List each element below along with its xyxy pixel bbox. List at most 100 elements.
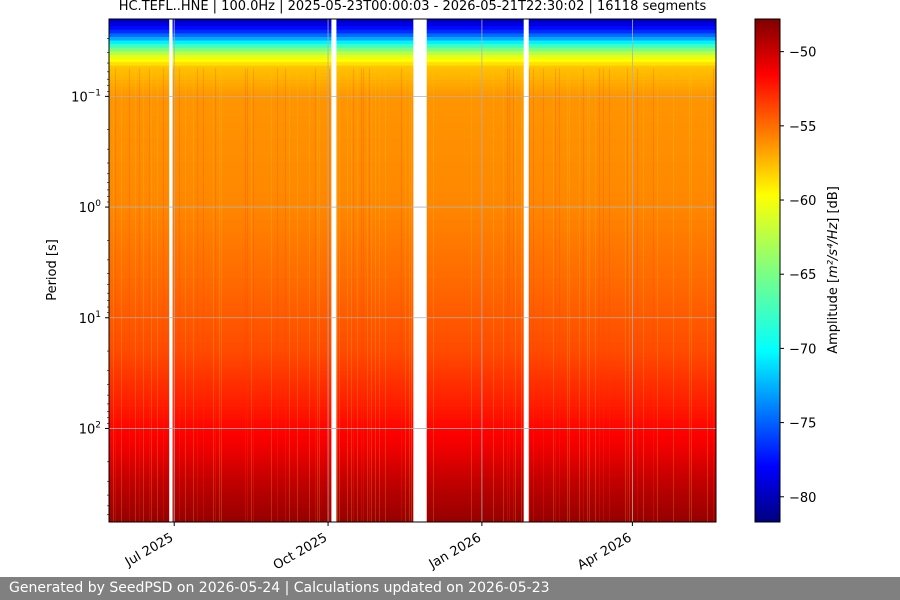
streak	[219, 68, 220, 522]
amplitude-band	[109, 464, 716, 469]
amplitude-band	[109, 195, 716, 200]
streak	[221, 68, 222, 522]
chart-title: HC.TEFL..HNE | 100.0Hz | 2025-05-23T00:0…	[118, 0, 707, 14]
amplitude-band	[109, 327, 716, 333]
colorbar-tick-label: −65	[789, 268, 816, 283]
amplitude-band	[109, 141, 716, 146]
streak	[289, 68, 290, 522]
streak	[503, 68, 504, 522]
amplitude-band	[109, 374, 716, 379]
amplitude-band	[109, 288, 716, 293]
amplitude-band	[109, 396, 716, 401]
amplitude-band	[109, 356, 716, 361]
amplitude-band	[109, 101, 716, 106]
data-gap	[523, 19, 529, 522]
streak	[215, 68, 216, 522]
streak	[673, 68, 674, 522]
amplitude-band	[109, 180, 716, 185]
amplitude-band	[109, 238, 716, 243]
amplitude-band	[109, 76, 716, 81]
amplitude-band	[109, 435, 716, 440]
streak	[553, 68, 554, 522]
streak	[149, 68, 150, 522]
streak	[689, 68, 690, 522]
x-axis: Jul 2025 Oct 2025 Jan 2026 Apr 2026	[122, 522, 634, 573]
streak	[657, 68, 658, 522]
amplitude-band	[109, 198, 716, 203]
amplitude-band	[109, 72, 716, 78]
colorbar-tick-label: −50	[789, 46, 816, 61]
amplitude-band	[109, 345, 716, 351]
streak	[319, 68, 320, 522]
streak	[367, 68, 368, 522]
streak	[351, 68, 352, 522]
amplitude-band	[109, 173, 716, 178]
amplitude-band	[109, 486, 716, 491]
amplitude-band	[109, 54, 716, 60]
streak	[411, 68, 412, 522]
streak	[193, 68, 194, 522]
streak	[115, 68, 116, 522]
streak	[371, 68, 372, 522]
x-tick-label: Jul 2025	[122, 530, 176, 570]
amplitude-band	[109, 65, 716, 70]
amplitude-band	[109, 256, 716, 261]
amplitude-band	[109, 90, 716, 96]
x-tick-label: Jan 2026	[426, 530, 484, 572]
amplitude-band	[109, 166, 716, 171]
streak	[151, 68, 152, 522]
amplitude-band	[109, 209, 716, 214]
streak	[163, 68, 164, 522]
amplitude-band	[109, 51, 716, 56]
amplitude-band	[109, 277, 716, 282]
data-gap	[169, 19, 173, 522]
amplitude-band	[109, 349, 716, 354]
amplitude-band	[109, 241, 716, 246]
amplitude-band	[109, 496, 716, 502]
amplitude-band	[109, 381, 716, 387]
streak	[379, 68, 380, 522]
streak	[643, 68, 644, 522]
streak	[691, 68, 692, 522]
amplitude-band	[109, 227, 716, 232]
streak	[569, 68, 570, 522]
streak	[129, 68, 130, 522]
amplitude-band	[109, 410, 716, 415]
streak	[185, 68, 186, 522]
colorbar-tick-label: −80	[789, 491, 816, 506]
amplitude-band	[109, 511, 716, 516]
amplitude-band	[109, 320, 716, 325]
streak	[555, 68, 556, 522]
amplitude-band	[109, 392, 716, 397]
streak	[309, 68, 310, 522]
amplitude-band	[109, 137, 716, 142]
streak	[315, 68, 316, 522]
y-tick-label: 100	[79, 199, 102, 216]
x-tick-label: Oct 2025	[271, 530, 330, 573]
amplitude-band	[109, 169, 716, 175]
streak	[567, 68, 568, 522]
amplitude-band	[109, 518, 716, 522]
streak	[629, 68, 630, 522]
colorbar-ticks: −50 −55 −60 −65 −70 −75 −80	[780, 46, 816, 506]
data-gaps	[169, 19, 529, 522]
amplitude-band	[109, 29, 716, 34]
streak	[197, 68, 198, 522]
amplitude-band	[109, 202, 716, 207]
amplitude-band	[109, 184, 716, 189]
streak	[401, 68, 402, 522]
streak	[405, 68, 406, 522]
streak	[521, 68, 522, 522]
amplitude-band	[109, 83, 716, 88]
streak	[135, 68, 136, 522]
amplitude-band	[109, 363, 716, 369]
streak	[173, 68, 174, 522]
colorbar-label-suffix: ] [dB]	[826, 186, 841, 223]
amplitude-band	[109, 191, 716, 196]
amplitude-band	[109, 263, 716, 268]
amplitude-band	[109, 162, 716, 167]
streak	[627, 68, 628, 522]
amplitude-band	[109, 507, 716, 512]
amplitude-band	[109, 47, 716, 52]
amplitude-band	[109, 478, 716, 484]
